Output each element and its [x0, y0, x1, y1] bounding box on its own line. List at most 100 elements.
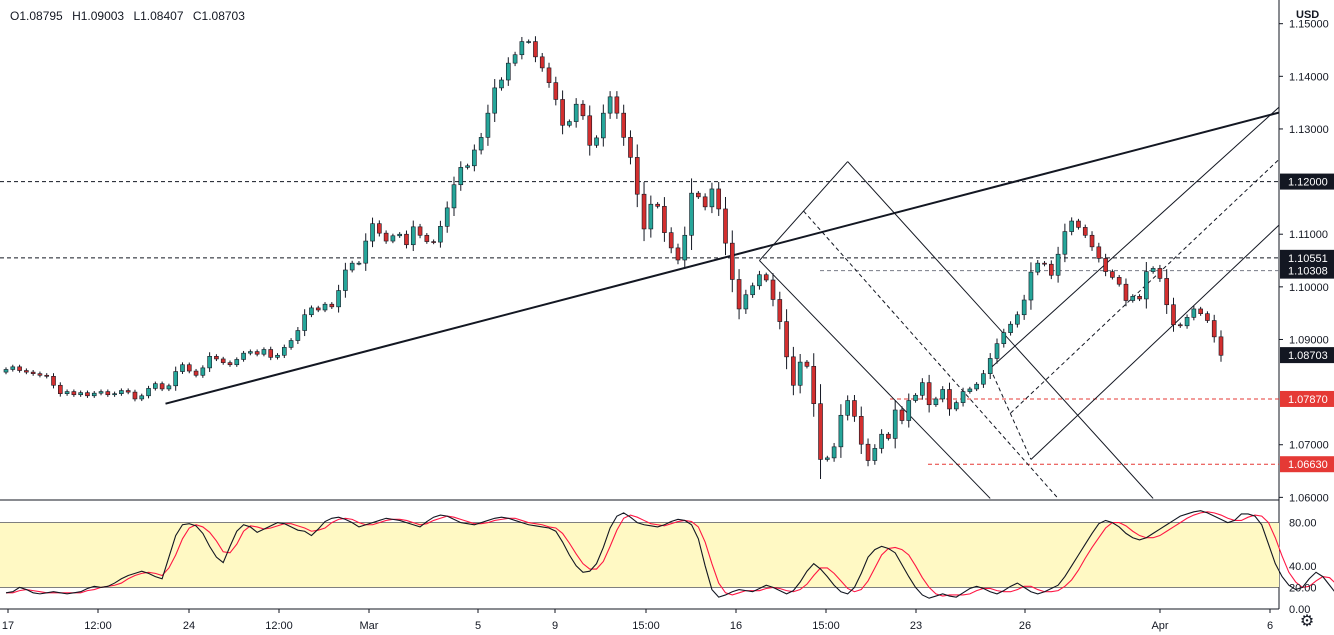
candle	[200, 367, 206, 376]
candle	[1157, 268, 1163, 279]
candle	[614, 96, 620, 114]
candle	[852, 400, 857, 417]
candle	[953, 402, 959, 410]
candle	[1035, 262, 1041, 273]
price-tick-label: 1.13000	[1289, 124, 1329, 136]
ohlc-close: C1.08703	[192, 9, 245, 23]
candle	[920, 382, 925, 396]
candle	[322, 303, 328, 311]
candle	[125, 390, 131, 393]
stoch-tick-label: 80.00	[1289, 518, 1317, 530]
candle	[281, 347, 287, 356]
candle	[390, 235, 396, 242]
candle	[607, 96, 613, 114]
time-tick-label: 15:00	[812, 620, 840, 632]
candle	[1062, 231, 1068, 255]
time-tick-label: 5	[475, 620, 481, 632]
candle	[472, 149, 477, 167]
channel-edge	[847, 161, 1154, 499]
candle	[601, 112, 606, 139]
candle	[634, 157, 640, 195]
candle	[729, 242, 735, 280]
candle	[696, 192, 701, 198]
candle	[377, 223, 382, 234]
stoch-k-line	[5, 510, 1334, 599]
candle	[1198, 308, 1203, 314]
candle	[777, 299, 783, 322]
time-tick-label: 15:00	[632, 620, 660, 632]
candle	[1015, 314, 1020, 325]
candle	[1096, 246, 1102, 259]
candle	[343, 269, 348, 291]
candle	[770, 279, 776, 300]
price-tag-label: 1.08703	[1288, 350, 1328, 362]
candle	[879, 433, 884, 449]
price-tag	[1280, 249, 1334, 266]
candle	[356, 262, 362, 265]
candle	[254, 351, 260, 355]
time-tick-label: Apr	[1151, 620, 1168, 632]
candle	[153, 383, 158, 389]
candle	[173, 371, 178, 387]
candle	[1049, 263, 1054, 276]
candle	[248, 351, 253, 354]
time-tick-label: 24	[183, 620, 195, 632]
candle	[689, 192, 694, 236]
candle	[78, 392, 83, 396]
gear-icon[interactable]: ⚙	[1299, 613, 1315, 630]
candle	[594, 137, 599, 146]
candle	[560, 99, 565, 126]
candle	[1205, 313, 1210, 321]
candle	[757, 274, 762, 287]
candle	[573, 103, 579, 122]
candle	[424, 234, 430, 242]
candle	[628, 137, 633, 158]
candle	[64, 391, 70, 394]
candle	[845, 400, 850, 416]
time-tick-label: 12:00	[265, 620, 293, 632]
candle	[899, 409, 905, 421]
candle	[641, 193, 647, 230]
price-tick-label: 1.15000	[1289, 19, 1329, 31]
candle	[1021, 299, 1027, 316]
candle	[723, 208, 728, 244]
candle	[302, 314, 307, 331]
ohlc-legend: O1.08795 H1.09003 L1.08407 C1.08703	[10, 9, 251, 23]
candle	[763, 274, 769, 281]
candle	[1103, 258, 1108, 272]
candle	[858, 416, 864, 445]
candle	[275, 354, 280, 358]
candle	[44, 374, 50, 377]
candle	[1218, 336, 1224, 356]
candle	[10, 366, 16, 370]
candle	[655, 203, 660, 207]
candle	[1184, 317, 1190, 327]
candle	[193, 370, 199, 376]
candle	[91, 392, 97, 397]
candle	[1001, 332, 1007, 344]
stoch-band	[0, 522, 1279, 588]
stoch-d-line	[6, 511, 1334, 597]
channel-edge	[1030, 224, 1279, 460]
time-tick-label: 26	[1019, 620, 1031, 632]
candle	[1130, 296, 1136, 301]
candle	[662, 206, 667, 233]
price-tag-label: 1.06630	[1288, 459, 1328, 471]
stoch-tick-label: 40.00	[1289, 561, 1317, 573]
candle	[892, 409, 898, 439]
candle	[98, 391, 104, 394]
candle	[71, 391, 77, 396]
price-tag	[1280, 390, 1334, 407]
candle	[709, 188, 715, 208]
candle	[451, 184, 457, 209]
time-tick-label: 9	[552, 620, 558, 632]
candle	[410, 226, 416, 246]
price-tag	[1280, 456, 1334, 473]
price-tag	[1280, 347, 1334, 364]
candle	[1110, 271, 1115, 278]
candle	[1008, 323, 1013, 333]
candle	[750, 285, 755, 296]
candle	[349, 262, 355, 271]
candle	[505, 62, 511, 81]
